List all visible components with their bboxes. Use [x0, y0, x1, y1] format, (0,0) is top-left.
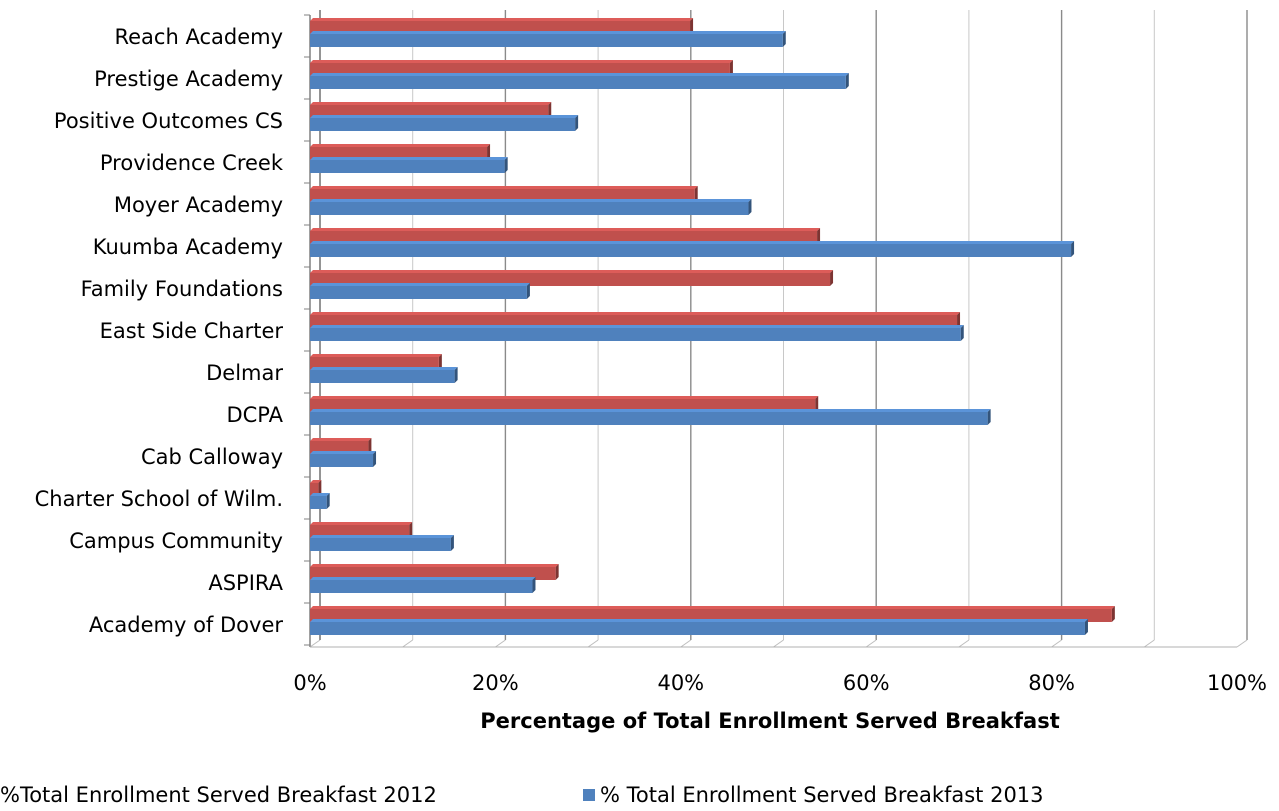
x-axis-title: Percentage of Total Enrollment Served Br… — [480, 709, 1059, 733]
bar-2012 — [310, 606, 1115, 622]
bar-2013 — [310, 619, 1088, 635]
bar-2013 — [310, 577, 536, 593]
bar-2012 — [310, 102, 552, 118]
bar-2012 — [310, 354, 442, 370]
floor-gridline — [865, 639, 877, 648]
x-tick-label: 20% — [472, 671, 519, 695]
category-label: Kuumba Academy — [93, 235, 283, 259]
legend-label: %Total Enrollment Served Breakfast 2012 — [0, 783, 437, 807]
legend: %Total Enrollment Served Breakfast 2012%… — [0, 783, 1044, 807]
bar-2012 — [310, 228, 821, 244]
bar-2013 — [310, 157, 508, 173]
bar-2013 — [310, 325, 964, 341]
x-tick-label: 60% — [843, 671, 890, 695]
x-tick-label: 80% — [1028, 671, 1075, 695]
bar-2012 — [310, 522, 413, 538]
x-tick-label: 0% — [293, 671, 326, 695]
floor-gridline — [402, 639, 413, 648]
floor-gridline — [1236, 639, 1248, 648]
bar-2013 — [310, 409, 991, 425]
category-label: Delmar — [206, 361, 283, 385]
category-label: Academy of Dover — [89, 613, 284, 637]
category-label: East Side Charter — [100, 319, 284, 343]
category-label: Moyer Academy — [114, 193, 283, 217]
bar-2012 — [310, 60, 733, 76]
legend-label: % Total Enrollment Served Breakfast 2013 — [600, 783, 1044, 807]
floor-gridline — [773, 639, 784, 648]
bar-2013 — [310, 535, 454, 551]
bar-2013 — [310, 493, 330, 509]
category-label: Campus Community — [69, 529, 283, 553]
category-label: Prestige Academy — [94, 67, 283, 91]
floor-gridline — [495, 639, 506, 648]
legend-swatch — [583, 789, 595, 801]
category-label: Cab Calloway — [141, 445, 283, 469]
legend-item: %Total Enrollment Served Breakfast 2012 — [0, 783, 437, 807]
legend-item: % Total Enrollment Served Breakfast 2013 — [583, 783, 1044, 807]
bar-2013 — [310, 115, 579, 131]
bar-2012 — [310, 312, 961, 328]
floor-gridline — [958, 639, 970, 648]
bar-2012 — [310, 438, 372, 454]
bar-2013 — [310, 73, 849, 89]
bar-2013 — [310, 31, 786, 47]
category-label: Providence Creek — [100, 151, 284, 175]
bar-2013 — [310, 367, 458, 383]
bar-2012 — [310, 18, 694, 34]
bar-2012 — [310, 480, 322, 496]
bar-2012 — [310, 186, 698, 202]
bar-2013 — [310, 451, 377, 467]
category-labels: Reach Academy Prestige Academy Positive Ou… — [35, 25, 284, 637]
category-label: DCPA — [226, 403, 283, 427]
category-label: Reach Academy — [114, 25, 283, 49]
bar-2012 — [310, 144, 491, 160]
bar-2013 — [310, 283, 530, 299]
floor-gridline — [1144, 639, 1155, 648]
category-label: Positive Outcomes CS — [54, 109, 283, 133]
x-tick-labels: 0% 20% 40% 60% 80% 100% — [293, 671, 1267, 695]
bar-2012 — [310, 564, 559, 580]
bar-2013 — [310, 199, 752, 215]
floor-gridline — [680, 639, 692, 648]
x-tick-label: 40% — [657, 671, 704, 695]
floor-gridline — [587, 639, 599, 648]
bar-2013 — [310, 241, 1075, 257]
bar-2012 — [310, 270, 834, 286]
floor-gridline — [309, 639, 321, 648]
bar-2012 — [310, 396, 819, 412]
x-tick-label: 100% — [1207, 671, 1267, 695]
floor-gridline — [1051, 639, 1062, 648]
category-label: Family Foundations — [81, 277, 283, 301]
category-label: Charter School of Wilm. — [35, 487, 283, 511]
bars — [310, 18, 1115, 635]
category-label: ASPIRA — [208, 571, 283, 595]
